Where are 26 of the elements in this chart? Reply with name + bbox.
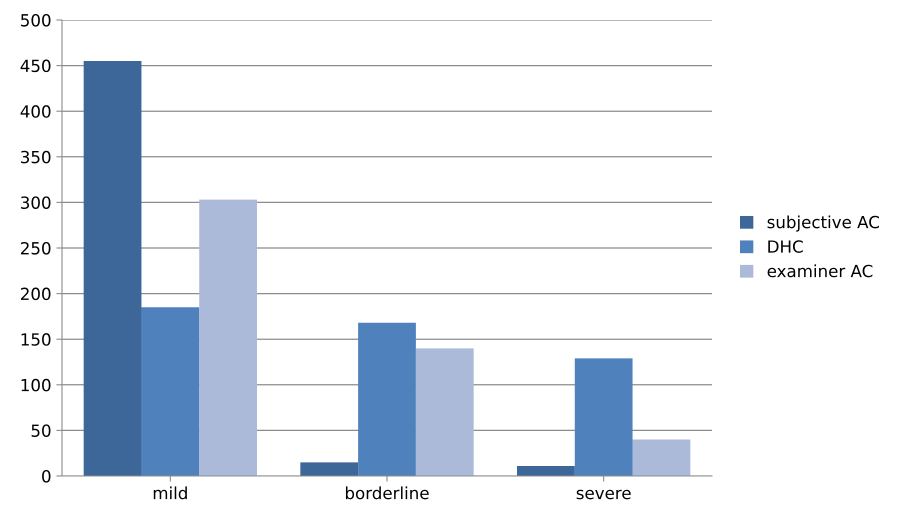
y-tick-label: 200 [20,288,50,300]
legend-label: examiner AC [768,264,872,278]
legend-label: DHC [768,240,803,253]
x-tick-label: borderline [346,486,429,500]
y-tick-label: 350 [21,150,50,164]
bar [300,462,358,476]
bar [574,358,633,476]
y-tick-label: 300 [21,196,50,209]
y-tick-label: 100 [22,378,50,392]
y-tick-label: 500 [21,14,50,27]
legend-label: subjective AC [768,215,879,232]
bar [84,61,142,476]
x-tick-label: mild [154,486,187,500]
y-tick-label: 400 [20,105,50,118]
bar [517,466,575,476]
x-tick-label: severe [576,490,631,500]
bar [141,307,200,476]
y-tick-label: 0 [42,470,50,483]
bar [358,322,416,476]
y-tick-label: 150 [22,333,50,346]
y-tick-label: 450 [20,60,50,72]
bar [199,200,257,476]
bar [416,348,474,476]
bar [632,440,690,476]
y-tick-label: 250 [20,242,50,255]
y-tick-label: 50 [32,424,50,437]
